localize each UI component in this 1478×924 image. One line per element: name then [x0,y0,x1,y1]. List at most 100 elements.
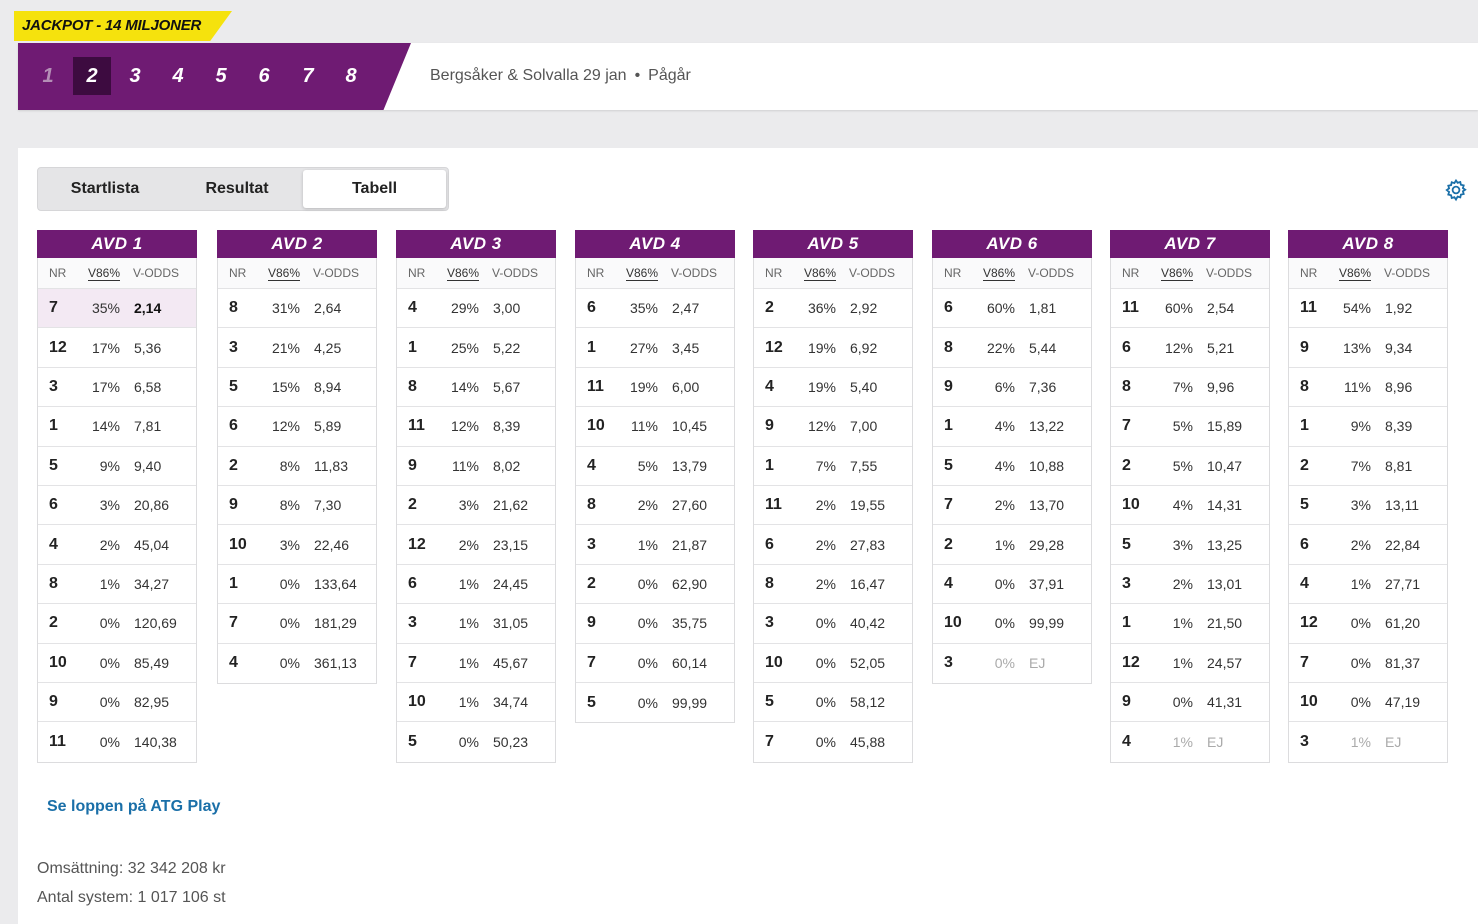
col-pct-header[interactable]: V86% [256,266,300,281]
table-row[interactable]: 3 2% 13,01 [1111,565,1269,605]
table-row[interactable]: 12 2% 23,15 [397,525,555,565]
table-row[interactable]: 6 12% 5,21 [1111,328,1269,368]
table-row[interactable]: 1 4% 13,22 [933,407,1091,447]
race-tab-6[interactable]: 6 [258,64,270,87]
table-row[interactable]: 3 1% 21,87 [576,525,734,565]
table-row[interactable]: 12 0% 61,20 [1289,604,1447,644]
table-row[interactable]: 2 3% 21,62 [397,486,555,526]
col-nr-header[interactable]: NR [944,266,962,280]
table-row[interactable]: 5 9% 9,40 [38,447,196,486]
race-tab-1[interactable]: 1 [42,64,54,87]
table-row[interactable]: 7 5% 15,89 [1111,407,1269,447]
table-row[interactable]: 1 9% 8,39 [1289,407,1447,447]
col-odds-header[interactable]: V-ODDS [313,266,360,280]
table-row[interactable]: 4 1% EJ [1111,722,1269,761]
avd-title[interactable]: AVD 1 [37,230,197,258]
table-row[interactable]: 3 1% EJ [1289,722,1447,761]
table-row[interactable]: 4 19% 5,40 [754,368,912,408]
table-row[interactable]: 5 3% 13,25 [1111,525,1269,565]
table-row[interactable]: 7 0% 60,14 [576,644,734,683]
table-row[interactable]: 3 0% 40,42 [754,604,912,644]
table-row[interactable]: 2 1% 29,28 [933,525,1091,565]
table-row[interactable]: 2 8% 11,83 [218,447,376,486]
race-tab-2[interactable]: 2 [73,57,111,95]
table-row[interactable]: 1 25% 5,22 [397,328,555,368]
table-row[interactable]: 9 8% 7,30 [218,486,376,526]
avd-title[interactable]: AVD 7 [1110,230,1270,258]
table-row[interactable]: 2 36% 2,92 [754,289,912,329]
table-row[interactable]: 6 3% 20,86 [38,486,196,526]
col-nr-header[interactable]: NR [229,266,247,280]
table-row[interactable]: 5 0% 58,12 [754,683,912,723]
avd-title[interactable]: AVD 3 [396,230,556,258]
tab-tabell[interactable]: Tabell [303,170,446,208]
table-row[interactable]: 10 0% 52,05 [754,644,912,683]
col-odds-header[interactable]: V-ODDS [849,266,896,280]
table-row[interactable]: 4 0% 37,91 [933,565,1091,605]
avd-title[interactable]: AVD 4 [575,230,735,258]
col-odds-header[interactable]: V-ODDS [492,266,539,280]
table-row[interactable]: 5 3% 13,11 [1289,486,1447,526]
table-row[interactable]: 4 0% 361,13 [218,644,376,683]
table-row[interactable]: 6 2% 22,84 [1289,525,1447,565]
table-row[interactable]: 10 4% 14,31 [1111,486,1269,526]
col-nr-header[interactable]: NR [1300,266,1318,280]
table-row[interactable]: 6 35% 2,47 [576,289,734,329]
col-pct-header[interactable]: V86% [435,266,479,281]
col-odds-header[interactable]: V-ODDS [1206,266,1253,280]
race-tab-4[interactable]: 4 [172,64,184,87]
table-row[interactable]: 11 2% 19,55 [754,486,912,526]
table-row[interactable]: 12 19% 6,92 [754,328,912,368]
atg-play-link[interactable]: Se loppen på ATG Play [47,798,221,815]
col-odds-header[interactable]: V-ODDS [133,266,180,280]
col-odds-header[interactable]: V-ODDS [1028,266,1075,280]
table-row[interactable]: 4 5% 13,79 [576,447,734,486]
table-row[interactable]: 7 0% 81,37 [1289,644,1447,683]
table-row[interactable]: 1 1% 21,50 [1111,604,1269,644]
table-row[interactable]: 8 22% 5,44 [933,328,1091,368]
table-row[interactable]: 6 1% 24,45 [397,565,555,605]
table-row[interactable]: 6 2% 27,83 [754,525,912,565]
gear-icon[interactable] [1444,178,1468,202]
table-row[interactable]: 8 11% 8,96 [1289,368,1447,408]
table-row[interactable]: 9 6% 7,36 [933,368,1091,408]
table-row[interactable]: 5 4% 10,88 [933,447,1091,486]
col-nr-header[interactable]: NR [1122,266,1140,280]
table-row[interactable]: 2 5% 10,47 [1111,447,1269,486]
race-tab-7[interactable]: 7 [302,64,314,87]
table-row[interactable]: 4 2% 45,04 [38,525,196,565]
table-row[interactable]: 10 0% 99,99 [933,604,1091,644]
race-tab-3[interactable]: 3 [129,64,141,87]
table-row[interactable]: 11 0% 140,38 [38,722,196,761]
col-nr-header[interactable]: NR [587,266,605,280]
table-row[interactable]: 1 7% 7,55 [754,447,912,486]
col-nr-header[interactable]: NR [765,266,783,280]
table-row[interactable]: 9 0% 41,31 [1111,683,1269,723]
table-row[interactable]: 2 0% 62,90 [576,565,734,605]
table-row[interactable]: 1 27% 3,45 [576,328,734,368]
col-pct-header[interactable]: V86% [1149,266,1193,281]
col-pct-header[interactable]: V86% [614,266,658,281]
col-nr-header[interactable]: NR [408,266,426,280]
table-row[interactable]: 10 11% 10,45 [576,407,734,447]
table-row[interactable]: 7 0% 181,29 [218,604,376,644]
table-row[interactable]: 7 1% 45,67 [397,644,555,683]
table-row[interactable]: 12 1% 24,57 [1111,644,1269,683]
table-row[interactable]: 2 7% 8,81 [1289,447,1447,486]
table-row[interactable]: 7 2% 13,70 [933,486,1091,526]
avd-title[interactable]: AVD 5 [753,230,913,258]
avd-title[interactable]: AVD 6 [932,230,1092,258]
table-row[interactable]: 11 54% 1,92 [1289,289,1447,329]
table-row[interactable]: 6 60% 1,81 [933,289,1091,329]
table-row[interactable]: 8 2% 27,60 [576,486,734,526]
table-row[interactable]: 5 15% 8,94 [218,368,376,408]
table-row[interactable]: 8 7% 9,96 [1111,368,1269,408]
table-row[interactable]: 9 12% 7,00 [754,407,912,447]
col-nr-header[interactable]: NR [49,266,67,280]
avd-title[interactable]: AVD 8 [1288,230,1448,258]
table-row[interactable]: 8 1% 34,27 [38,565,196,605]
col-pct-header[interactable]: V86% [1327,266,1371,281]
table-row[interactable]: 4 29% 3,00 [397,289,555,329]
table-row[interactable]: 3 17% 6,58 [38,368,196,408]
race-tab-8[interactable]: 8 [345,64,357,87]
